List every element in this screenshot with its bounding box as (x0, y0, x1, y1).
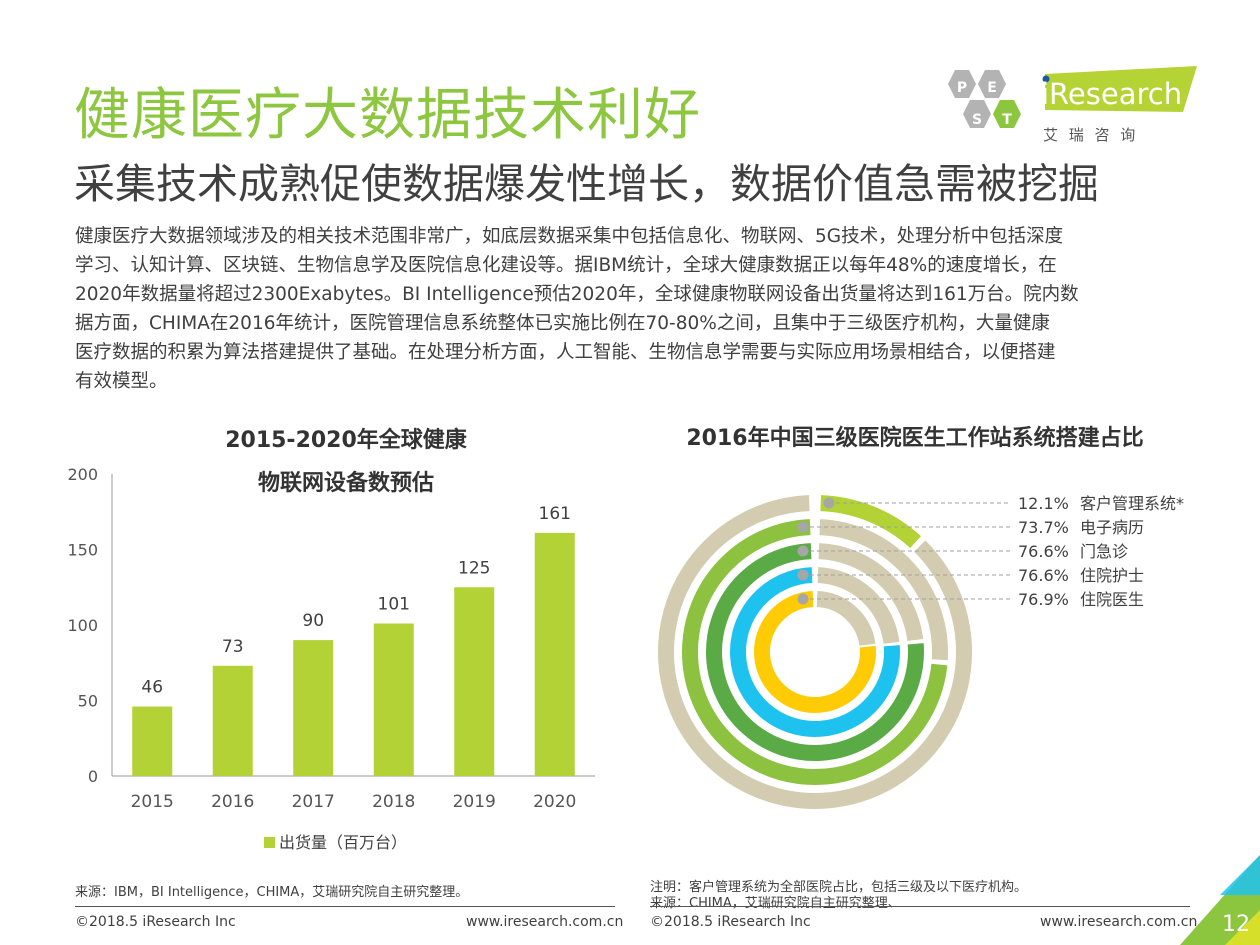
bar-data-label: 46 (141, 678, 163, 698)
ring-value-arc (706, 543, 924, 761)
x-tick-label: 2015 (131, 792, 174, 812)
bar-data-label: 90 (302, 611, 324, 631)
ring-value-label: 76.6% (1018, 566, 1069, 585)
y-tick-label: 0 (88, 767, 98, 786)
ring-value-arc (754, 591, 876, 713)
x-tick-label: 2019 (453, 792, 496, 812)
ring-track-arc (658, 495, 972, 809)
svg-text:E: E (987, 80, 997, 96)
ring-category-label: 客户管理系统* (1080, 494, 1184, 513)
bar-2018 (373, 623, 414, 776)
bar-2019 (454, 587, 495, 776)
legend-label: 出货量（百万台） (279, 833, 407, 852)
ring-category-label: 住院护士 (1080, 566, 1144, 585)
ring-value-label: 76.6% (1018, 542, 1069, 561)
radial-chart-title: 2016年中国三级医院医生工作站系统搭建占比 (686, 426, 1144, 451)
bar-2016 (212, 665, 253, 776)
bar-data-label: 101 (378, 594, 410, 614)
bar-2020 (534, 532, 575, 776)
body-line: 有效模型。 (75, 371, 168, 392)
iresearch-logo: P E S T iResearch 艾 瑞 咨 询 (935, 62, 1200, 152)
left-divider (75, 906, 615, 907)
body-line: 医疗数据的积累为算法搭建提供了基础。在处理分析方面，人工智能、生物信息学需要与实… (75, 342, 1056, 363)
bar-chart-title-1: 2015-2020年全球健康 (225, 428, 467, 453)
bar-2017 (293, 640, 334, 776)
ring-category-label: 电子病历 (1080, 518, 1144, 537)
right-note: 注明：客户管理系统为全部医院占比，包括三级及以下医疗机构。 (650, 880, 1028, 895)
leader-dot (823, 497, 835, 509)
ring-track-arc (818, 543, 924, 642)
y-tick-label: 150 (67, 541, 98, 560)
legend-swatch (264, 837, 275, 848)
body-paragraph: 健康医疗大数据领域涉及的相关技术范围非常广，如底层数据采集中包括信息化、物联网、… (75, 222, 1079, 396)
ring-value-arc (682, 519, 948, 785)
leader-dot (797, 521, 809, 533)
y-tick-label: 200 (67, 465, 98, 484)
right-copyright: ©2018.5 iResearch Inc (650, 914, 811, 930)
ring-value-label: 12.1% (1018, 494, 1069, 513)
x-tick-label: 2018 (372, 792, 415, 812)
page-subtitle: 采集技术成熟促使数据爆发性增长，数据价值急需被挖掘 (74, 160, 1099, 208)
ring-category-label: 门急诊 (1080, 542, 1128, 561)
right-divider (650, 906, 1190, 907)
svg-text:S: S (972, 112, 982, 128)
body-line: 学习、认知计算、区块链、生物信息学及医院信息化建设等。据IBM统计，全球大健康数… (75, 255, 1057, 276)
corner-decoration (1180, 855, 1260, 945)
page-title: 健康医疗大数据技术利好 (74, 83, 701, 148)
body-line: 健康医疗大数据领域涉及的相关技术范围非常广，如底层数据采集中包括信息化、物联网、… (75, 226, 1064, 247)
svg-text:P: P (957, 80, 967, 96)
bar-data-label: 73 (222, 637, 244, 657)
bar-data-label: 161 (539, 504, 571, 524)
ring-value-label: 73.7% (1018, 518, 1069, 537)
x-tick-label: 2016 (211, 792, 254, 812)
ring-value-arc (730, 567, 900, 737)
ring-value-label: 76.9% (1018, 590, 1069, 609)
right-url: www.iresearch.com.cn (1040, 914, 1198, 930)
y-tick-label: 100 (67, 616, 98, 635)
x-tick-label: 2020 (533, 792, 576, 812)
body-line: 2020年数据量将超过2300Exabytes。BI Intelligence预… (75, 284, 1079, 305)
x-tick-label: 2017 (292, 792, 335, 812)
radial-bar-chart: 12.1% 客户管理系统* 73.7% 电子病历 76.6% 门急诊 76.6% 住院护士 76… (658, 494, 1184, 809)
ring-track-arc (816, 591, 876, 647)
pest-hexagon-logo-icon: P E S T iResearch 艾 瑞 咨 询 (948, 66, 1197, 144)
left-url: www.iresearch.com.cn (466, 914, 624, 930)
bar-chart-title-2: 物联网设备数预估 (257, 471, 434, 496)
leader-dot (797, 593, 809, 605)
y-tick-label: 50 (78, 692, 98, 711)
bar-chart: 0 50 100 150 200 46 2015 73 2016 90 2017 101 2018 125… (67, 465, 595, 852)
bar-2015 (132, 706, 173, 776)
leader-dot (797, 569, 809, 581)
left-copyright: ©2018.5 iResearch Inc (75, 914, 236, 930)
left-source: 来源：IBM，BI Intelligence，CHIMA，艾瑞研究院自主研究整理… (75, 885, 469, 900)
bar-data-label: 125 (458, 558, 490, 578)
ring-track-arc (819, 519, 948, 661)
svg-text:T: T (1002, 112, 1012, 128)
right-source: 来源：CHIMA，艾瑞研究院自主研究整理、 (650, 896, 901, 911)
ring-track-arc (817, 567, 900, 645)
ring-category-label: 住院医生 (1080, 590, 1144, 609)
page-number: 12 (1222, 912, 1250, 937)
svg-text:iResearch: iResearch (1041, 77, 1182, 111)
leader-dot (797, 545, 809, 557)
body-line: 据方面，CHIMA在2016年统计，医院管理信息系统整体已实施比例在70-80%… (75, 313, 1050, 334)
svg-text:艾 瑞 咨 询: 艾 瑞 咨 询 (1043, 126, 1138, 144)
